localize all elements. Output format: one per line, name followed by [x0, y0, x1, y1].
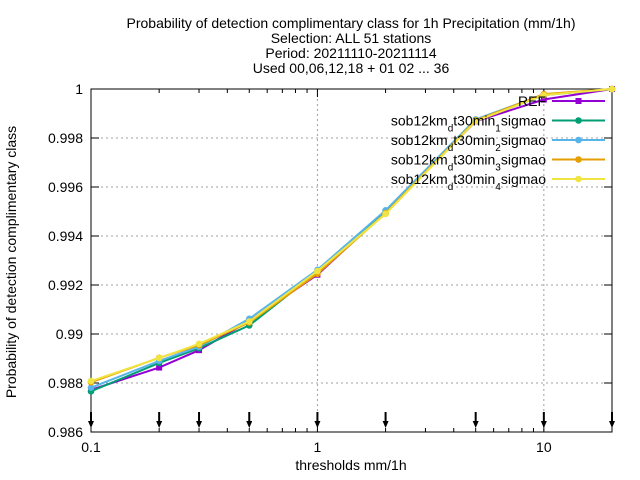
y-tick-label: 0.986 [48, 424, 83, 440]
legend-entry: sob12kmdt30min3sigmao [391, 152, 605, 174]
y-tick-label: 1 [75, 81, 83, 97]
series-point [245, 318, 253, 325]
series-lines [87, 85, 616, 395]
series-point [472, 117, 479, 125]
legend-text: t30min [453, 152, 495, 168]
x-tick-label: 1 [314, 439, 322, 455]
chart-title: Probability of detection complimentary c… [127, 15, 576, 76]
legend-subscript: d [448, 143, 454, 154]
legend-marker [575, 98, 582, 104]
y-tick-label: 0.998 [48, 130, 83, 146]
legend-subscript: 2 [495, 143, 501, 154]
legend-label: REF [518, 93, 546, 109]
y-tick-label: 0.992 [48, 277, 83, 293]
legend-subscript: d [448, 162, 454, 173]
title-line-1: Probability of detection complimentary c… [127, 15, 576, 31]
legend-text: sigmao [501, 113, 546, 129]
threshold-marker-arrowhead [472, 421, 479, 428]
legend-subscript: d [448, 182, 454, 193]
legend-entry: sob12kmdt30min1sigmao [391, 113, 605, 135]
legend-subscript: 1 [495, 123, 501, 134]
legend-entry: REF [518, 93, 605, 109]
y-tick-label: 0.988 [48, 375, 83, 391]
legend-subscript: 3 [495, 162, 501, 173]
threshold-marker-arrowhead [196, 421, 203, 428]
legend-text: REF [518, 93, 546, 109]
y-axis-label: Probability of detection complimentary c… [3, 126, 19, 398]
series-point [608, 85, 616, 93]
series-point [155, 354, 163, 362]
legend-text: sob12km [391, 152, 448, 168]
legend-text: sigmao [501, 152, 546, 168]
legend-text: t30min [453, 171, 495, 187]
threshold-marker-arrowhead [609, 421, 615, 428]
threshold-marker-arrowhead [382, 421, 389, 428]
legend-label: sob12kmdt30min3sigmao [391, 152, 546, 174]
plot-frame [90, 88, 613, 433]
title-line-4: Used 00,06,12,18 + 01 02 ... 36 [253, 60, 450, 76]
threshold-marker-arrowhead [314, 421, 321, 428]
plot-border [90, 88, 613, 433]
y-tick-label: 0.994 [48, 228, 83, 244]
series-point [87, 384, 95, 391]
threshold-marker-arrowhead [246, 421, 253, 428]
y-tick-label: 0.996 [48, 179, 83, 195]
legend: REFsob12kmdt30min1sigmaosob12kmdt30min2s… [391, 93, 605, 193]
threshold-marker-arrowhead [156, 421, 163, 428]
legend-entry: sob12kmdt30min4sigmao [391, 171, 605, 193]
legend-subscript: 4 [495, 182, 501, 193]
x-tick-label: 0.1 [81, 439, 101, 455]
series-point [382, 210, 389, 218]
x-axis-label: thresholds mm/1h [295, 457, 406, 473]
series-point [87, 377, 95, 385]
legend-marker [575, 175, 582, 183]
legend-label: sob12kmdt30min4sigmao [391, 171, 546, 193]
legend-marker [575, 117, 582, 124]
title-line-3: Period: 20211110-20211114 [265, 45, 436, 61]
series-point [540, 96, 547, 103]
y-tick-label: 0.99 [56, 326, 83, 342]
legend-text: sigmao [501, 171, 546, 187]
series-point [314, 267, 321, 275]
legend-label: sob12kmdt30min2sigmao [391, 132, 546, 154]
threshold-marker-arrowhead [88, 421, 94, 428]
threshold-marker-arrowhead [540, 421, 547, 428]
legend-entry: sob12kmdt30min2sigmao [391, 132, 605, 154]
legend-text: sob12km [391, 132, 448, 148]
series-point [156, 364, 163, 371]
series-point [195, 340, 203, 348]
legend-subscript: d [448, 123, 454, 134]
title-line-2: Selection: ALL 51 stations [271, 30, 432, 46]
x-tick-label: 10 [536, 439, 552, 455]
legend-text: sigmao [501, 132, 546, 148]
series-point [540, 91, 548, 99]
legend-text: sob12km [391, 113, 448, 129]
threshold-markers [88, 412, 615, 428]
legend-text: sob12km [391, 171, 448, 187]
legend-marker [575, 156, 582, 163]
legend-marker [575, 136, 582, 144]
legend-label: sob12kmdt30min1sigmao [391, 113, 546, 135]
legend-text: t30min [453, 113, 495, 129]
legend-text: t30min [453, 132, 495, 148]
